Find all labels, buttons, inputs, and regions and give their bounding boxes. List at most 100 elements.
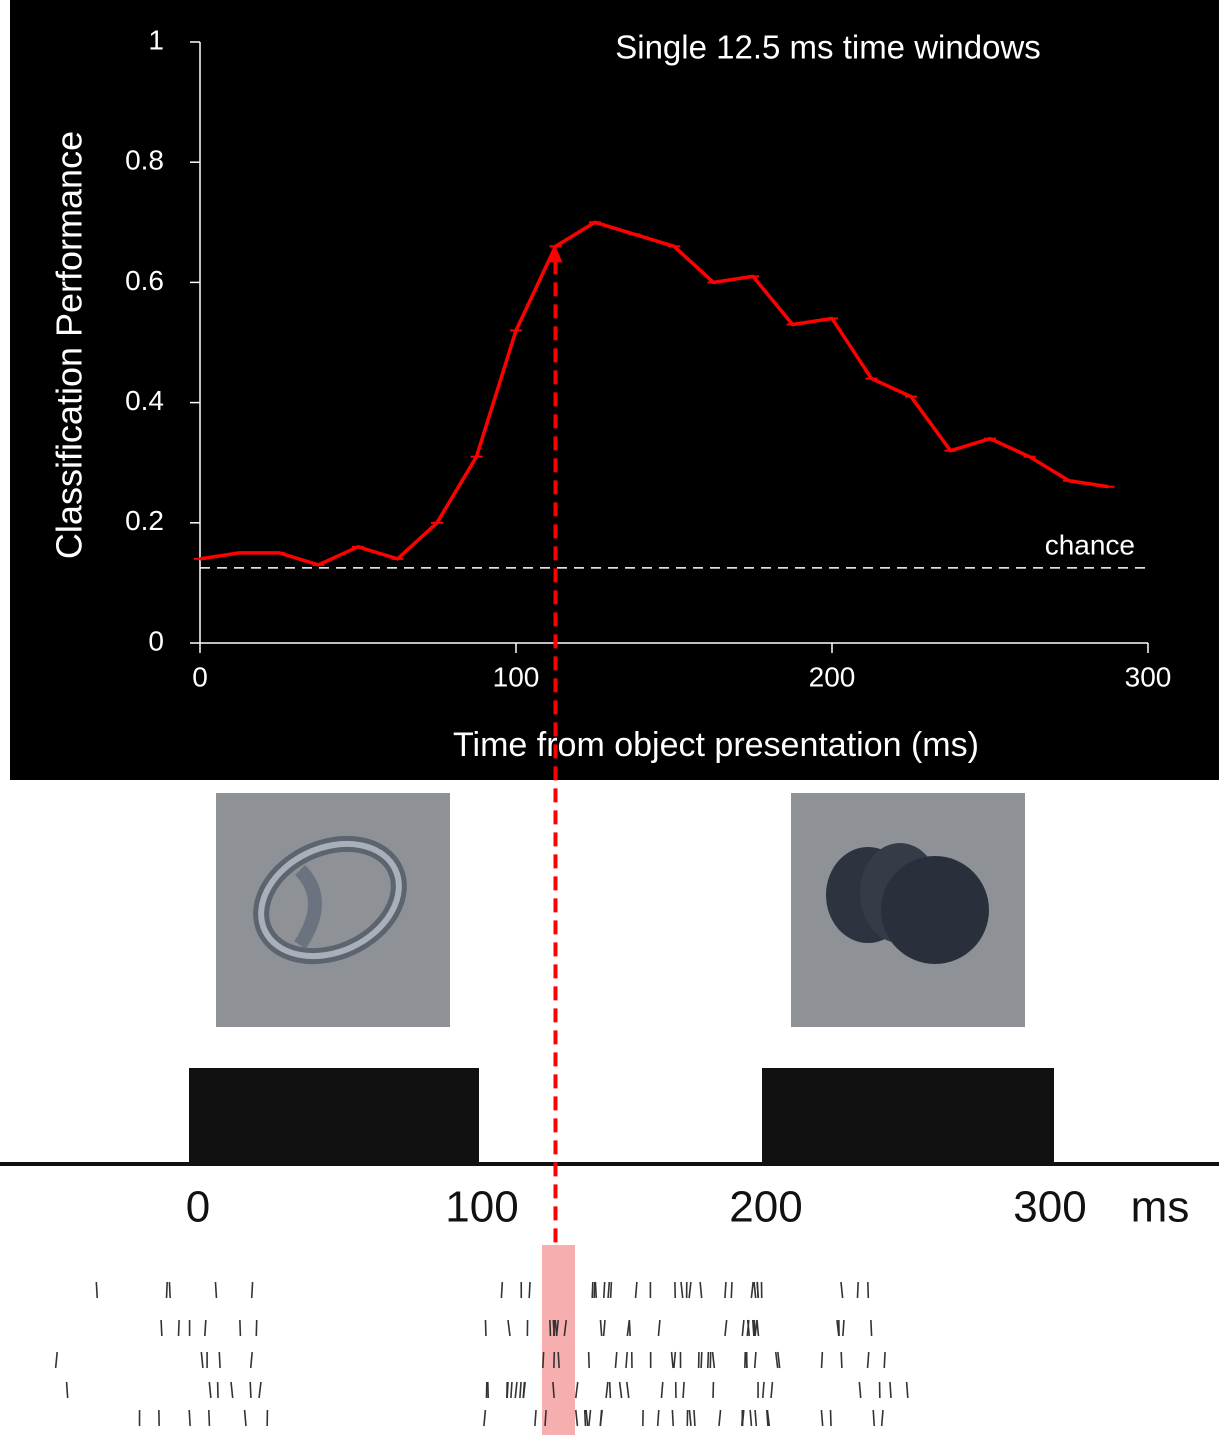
spike bbox=[656, 1409, 660, 1427]
spike bbox=[657, 1319, 661, 1337]
spike bbox=[249, 1381, 252, 1399]
spike bbox=[707, 1351, 710, 1369]
spike bbox=[514, 1381, 518, 1399]
chart-title: Single 12.5 ms time windows bbox=[615, 29, 1041, 66]
spike bbox=[688, 1409, 692, 1427]
stimulus-image bbox=[791, 793, 1025, 1027]
x-tick-label: 200 bbox=[809, 661, 856, 692]
spike bbox=[625, 1381, 630, 1399]
spike bbox=[95, 1281, 99, 1299]
spike bbox=[614, 1351, 618, 1369]
spike bbox=[753, 1351, 757, 1369]
spike bbox=[840, 1351, 843, 1369]
spike bbox=[214, 1281, 218, 1299]
spike bbox=[483, 1409, 487, 1427]
stimulus-bar bbox=[762, 1068, 1054, 1164]
stimulus-bar bbox=[189, 1068, 479, 1164]
spike bbox=[208, 1381, 212, 1399]
x-tick-label: 100 bbox=[493, 661, 540, 692]
x-tick-label: 0 bbox=[192, 661, 208, 692]
spike bbox=[670, 1351, 674, 1369]
spike bbox=[507, 1319, 511, 1337]
spike bbox=[820, 1351, 824, 1369]
spike bbox=[905, 1381, 909, 1399]
spike bbox=[583, 1409, 587, 1427]
spike bbox=[168, 1281, 171, 1299]
spike bbox=[594, 1281, 598, 1299]
spike bbox=[870, 1319, 873, 1337]
spike bbox=[544, 1409, 547, 1427]
spike bbox=[554, 1319, 558, 1337]
spike bbox=[840, 1281, 844, 1299]
connector-arrow bbox=[548, 246, 563, 263]
spike bbox=[609, 1281, 613, 1299]
timeline-tick-label: 0 bbox=[186, 1183, 210, 1232]
spike bbox=[741, 1319, 745, 1337]
spike bbox=[250, 1281, 254, 1299]
spike bbox=[510, 1381, 513, 1399]
spike bbox=[593, 1281, 596, 1299]
x-axis-label: Time from object presentation (ms) bbox=[453, 726, 979, 764]
spike bbox=[200, 1351, 204, 1369]
spike bbox=[700, 1351, 703, 1369]
timeline-tick-label: 100 bbox=[445, 1183, 518, 1232]
spike bbox=[608, 1381, 612, 1399]
spike bbox=[680, 1281, 684, 1299]
spike bbox=[866, 1351, 870, 1369]
spike bbox=[777, 1351, 781, 1369]
y-tick-label: 0.6 bbox=[125, 265, 164, 296]
spike bbox=[724, 1281, 727, 1299]
spike bbox=[160, 1319, 163, 1337]
spike bbox=[207, 1409, 211, 1427]
spike bbox=[588, 1409, 592, 1427]
spike bbox=[522, 1381, 526, 1399]
spike bbox=[177, 1319, 180, 1337]
x-tick-label: 300 bbox=[1125, 661, 1172, 692]
spike bbox=[751, 1319, 755, 1337]
spike bbox=[243, 1409, 247, 1427]
spike bbox=[761, 1381, 765, 1399]
window-highlight bbox=[542, 1245, 575, 1435]
spike bbox=[528, 1281, 531, 1299]
spike bbox=[699, 1281, 703, 1299]
spike bbox=[880, 1409, 884, 1427]
spike bbox=[165, 1281, 168, 1299]
chart-background bbox=[10, 0, 1219, 780]
timeline-tick-label: 200 bbox=[729, 1183, 802, 1232]
spike bbox=[625, 1351, 629, 1369]
spike bbox=[188, 1409, 191, 1427]
spike bbox=[519, 1381, 522, 1399]
spike bbox=[872, 1409, 876, 1427]
spike bbox=[591, 1281, 594, 1299]
spike bbox=[693, 1409, 696, 1427]
spike bbox=[711, 1351, 716, 1369]
spike bbox=[730, 1281, 733, 1299]
spike bbox=[756, 1281, 759, 1299]
spike bbox=[754, 1319, 758, 1337]
spike bbox=[842, 1319, 845, 1337]
y-tick-label: 1 bbox=[148, 24, 164, 55]
spike bbox=[660, 1381, 664, 1399]
spike bbox=[750, 1281, 754, 1299]
spike bbox=[552, 1381, 555, 1399]
spike bbox=[688, 1281, 692, 1299]
spike bbox=[718, 1409, 722, 1427]
spike bbox=[249, 1351, 253, 1369]
spike bbox=[770, 1381, 774, 1399]
spike bbox=[585, 1409, 589, 1427]
spike bbox=[634, 1281, 638, 1299]
spike bbox=[856, 1281, 859, 1299]
spike bbox=[671, 1409, 675, 1427]
spike bbox=[753, 1281, 757, 1299]
spike-raster bbox=[54, 1281, 909, 1427]
spike bbox=[618, 1381, 623, 1399]
y-axis-label: Classification Performance bbox=[49, 131, 90, 559]
timeline-unit: ms bbox=[1131, 1183, 1190, 1232]
y-tick-label: 0.4 bbox=[125, 385, 164, 416]
spike bbox=[774, 1351, 779, 1369]
spike bbox=[534, 1409, 537, 1427]
spike bbox=[889, 1381, 892, 1399]
spike bbox=[626, 1319, 631, 1337]
spike bbox=[542, 1351, 545, 1369]
